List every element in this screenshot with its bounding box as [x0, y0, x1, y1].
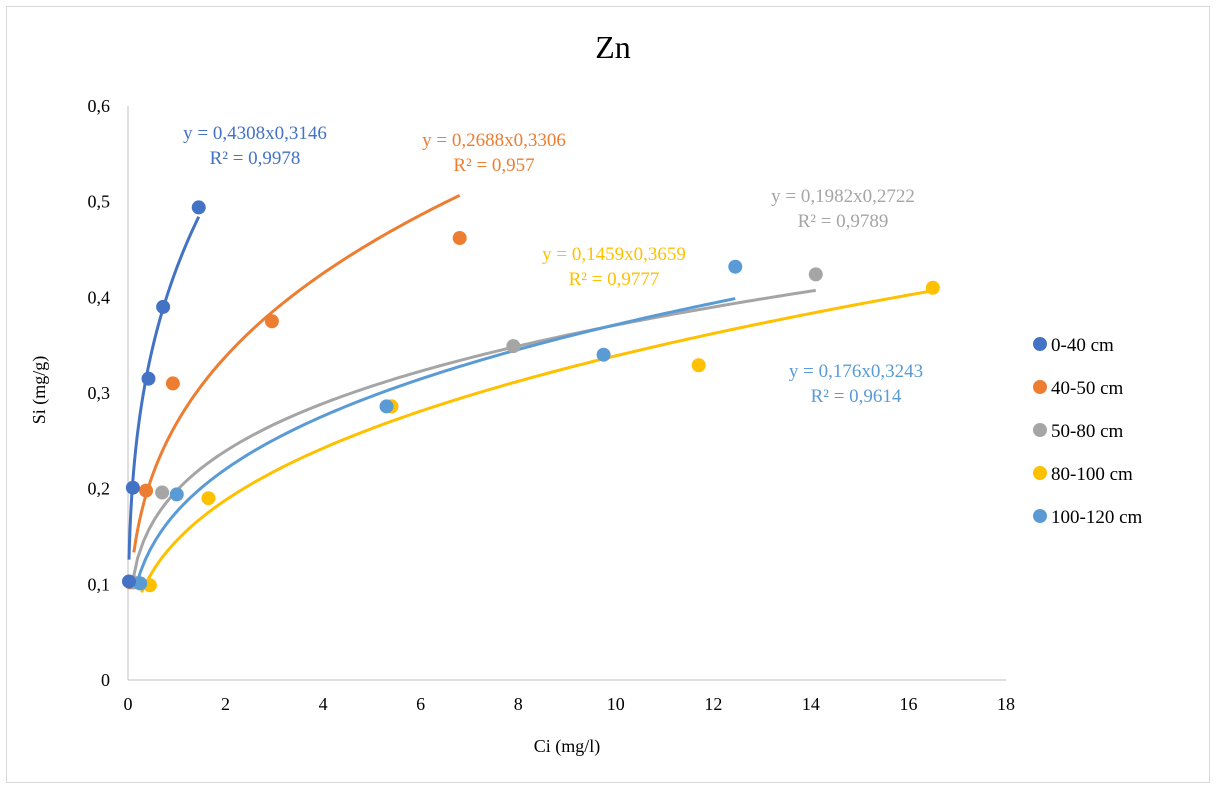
y-tick-label: 0,6	[88, 96, 111, 116]
data-point-0-4	[191, 200, 206, 215]
data-point-1-1	[139, 483, 154, 498]
legend-label-4[interactable]: 100-120 cm	[1051, 507, 1143, 528]
trendline-r2-4: R² = 0,9614	[811, 386, 902, 407]
legend[interactable]: 0-40 cm 40-50 cm 50-80 cm 80-100 cm 100-120 …	[1033, 335, 1143, 528]
chart-frame	[6, 6, 1210, 783]
y-tick-label: 0,5	[88, 192, 111, 212]
data-point-1-2	[165, 376, 180, 391]
trendline-equation-2: y = 0,1982x0,2722	[771, 186, 915, 207]
trendline-equation-4: y = 0,176x0,3243	[789, 361, 923, 382]
data-points	[121, 200, 940, 593]
y-axis-label: Si (mg/g)	[29, 356, 50, 425]
trendline-r2-2: R² = 0,9789	[798, 211, 889, 232]
legend-label-3[interactable]: 80-100 cm	[1051, 464, 1133, 485]
chart-title: Zn	[595, 29, 631, 65]
data-point-0-0	[121, 574, 136, 589]
legend-marker-4[interactable]	[1033, 509, 1047, 523]
trendline-equation-3: y = 0,1459x0,3659	[542, 244, 686, 265]
data-point-3-1	[201, 491, 216, 506]
data-point-4-0	[133, 576, 148, 591]
legend-marker-0[interactable]	[1033, 337, 1047, 351]
trendlines	[127, 194, 934, 594]
trendline-equations: y = 0,4308x0,3146 R² = 0,9978 y = 0,2688x0…	[183, 123, 923, 407]
data-point-2-1	[155, 485, 170, 500]
axes: 0 2 4 6 8 10 12 14 16 18 0 0,1 0,2 0,3 0,4 0,5 0,6	[88, 96, 1016, 714]
trendline-r2-0: R² = 0,9978	[210, 148, 301, 169]
x-tick-label: 4	[319, 694, 328, 714]
y-tick-label: 0,4	[88, 287, 111, 307]
x-tick-label: 16	[899, 694, 917, 714]
legend-marker-2[interactable]	[1033, 423, 1047, 437]
x-tick-label: 8	[514, 694, 523, 714]
data-point-1-3	[264, 314, 279, 329]
data-point-4-2	[379, 399, 394, 414]
legend-label-2[interactable]: 50-80 cm	[1051, 421, 1124, 442]
data-point-0-3	[156, 299, 171, 314]
data-point-0-1	[125, 480, 140, 495]
trendline-equation-0: y = 0,4308x0,3146	[183, 123, 327, 144]
legend-marker-3[interactable]	[1033, 466, 1047, 480]
x-tick-label: 10	[607, 694, 625, 714]
x-tick-label: 12	[704, 694, 722, 714]
trendline-r2-3: R² = 0,9777	[569, 269, 660, 290]
x-tick-label: 2	[221, 694, 230, 714]
data-point-3-4	[925, 280, 940, 295]
trendline-3	[140, 289, 934, 594]
data-point-4-3	[596, 347, 611, 362]
data-point-2-3	[506, 339, 521, 354]
y-tick-label: 0,2	[88, 479, 111, 499]
trendline-2	[130, 288, 817, 585]
data-point-3-3	[691, 358, 706, 373]
trendline-4	[133, 297, 736, 590]
data-point-4-1	[169, 487, 184, 502]
data-point-2-4	[808, 267, 823, 282]
y-tick-label: 0,3	[88, 383, 111, 403]
legend-marker-1[interactable]	[1033, 380, 1047, 394]
y-tick-label: 0,1	[88, 574, 111, 594]
legend-label-0[interactable]: 0-40 cm	[1051, 335, 1114, 356]
x-tick-label: 6	[416, 694, 425, 714]
data-point-0-2	[141, 371, 156, 386]
x-tick-label: 0	[124, 694, 133, 714]
data-point-1-4	[452, 231, 467, 246]
trendline-1	[132, 194, 461, 553]
trendline-equation-1: y = 0,2688x0,3306	[422, 130, 566, 151]
x-axis-label: Ci (mg/l)	[534, 736, 601, 757]
data-point-4-4	[728, 259, 743, 274]
x-tick-label: 18	[997, 694, 1015, 714]
trendline-r2-1: R² = 0,957	[453, 155, 534, 176]
y-tick-label: 0	[101, 670, 110, 690]
x-tick-label: 14	[802, 694, 820, 714]
legend-label-1[interactable]: 40-50 cm	[1051, 378, 1124, 399]
